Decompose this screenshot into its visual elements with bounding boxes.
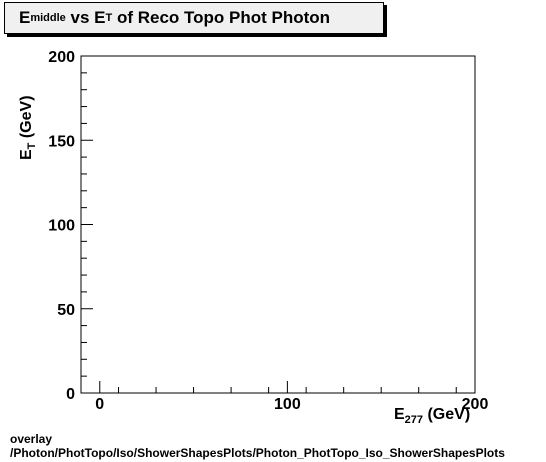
x-tick-label: 200 [462,396,489,413]
title-vs-sub: T [105,12,113,24]
y-tick-label: 100 [48,218,75,235]
y-label-sub: T [26,142,38,150]
title-vs: vs E [65,8,106,27]
title-e-sub: middle [30,12,66,24]
y-tick-label: 150 [48,133,75,150]
footer-line-2: /Photon/PhotTopo/Iso/ShowerShapesPlots/P… [10,446,505,460]
y-label-unit: (GeV) [18,95,35,143]
y-tick-label: 200 [48,49,75,66]
y-axis-label: ET (GeV) [18,95,38,160]
x-label-main: E [394,406,405,423]
y-tick-label: 50 [57,302,75,319]
x-axis-label: E277 (GeV) [394,406,470,426]
title-e: E [19,8,31,27]
footer-line-1: overlay [10,432,53,446]
x-label-sub: 277 [404,414,424,426]
x-tick-label: 0 [95,396,104,413]
x-label-unit: (GeV) [423,406,471,423]
y-tick-label: 0 [66,386,75,403]
y-label-main: E [18,149,35,160]
title-rest: of Reco Topo Phot Photon [112,8,331,27]
x-tick-label: 100 [274,396,301,413]
plot-frame [80,55,476,394]
axes-group: 0 50 100 150 200 0 100 200 [48,49,488,413]
